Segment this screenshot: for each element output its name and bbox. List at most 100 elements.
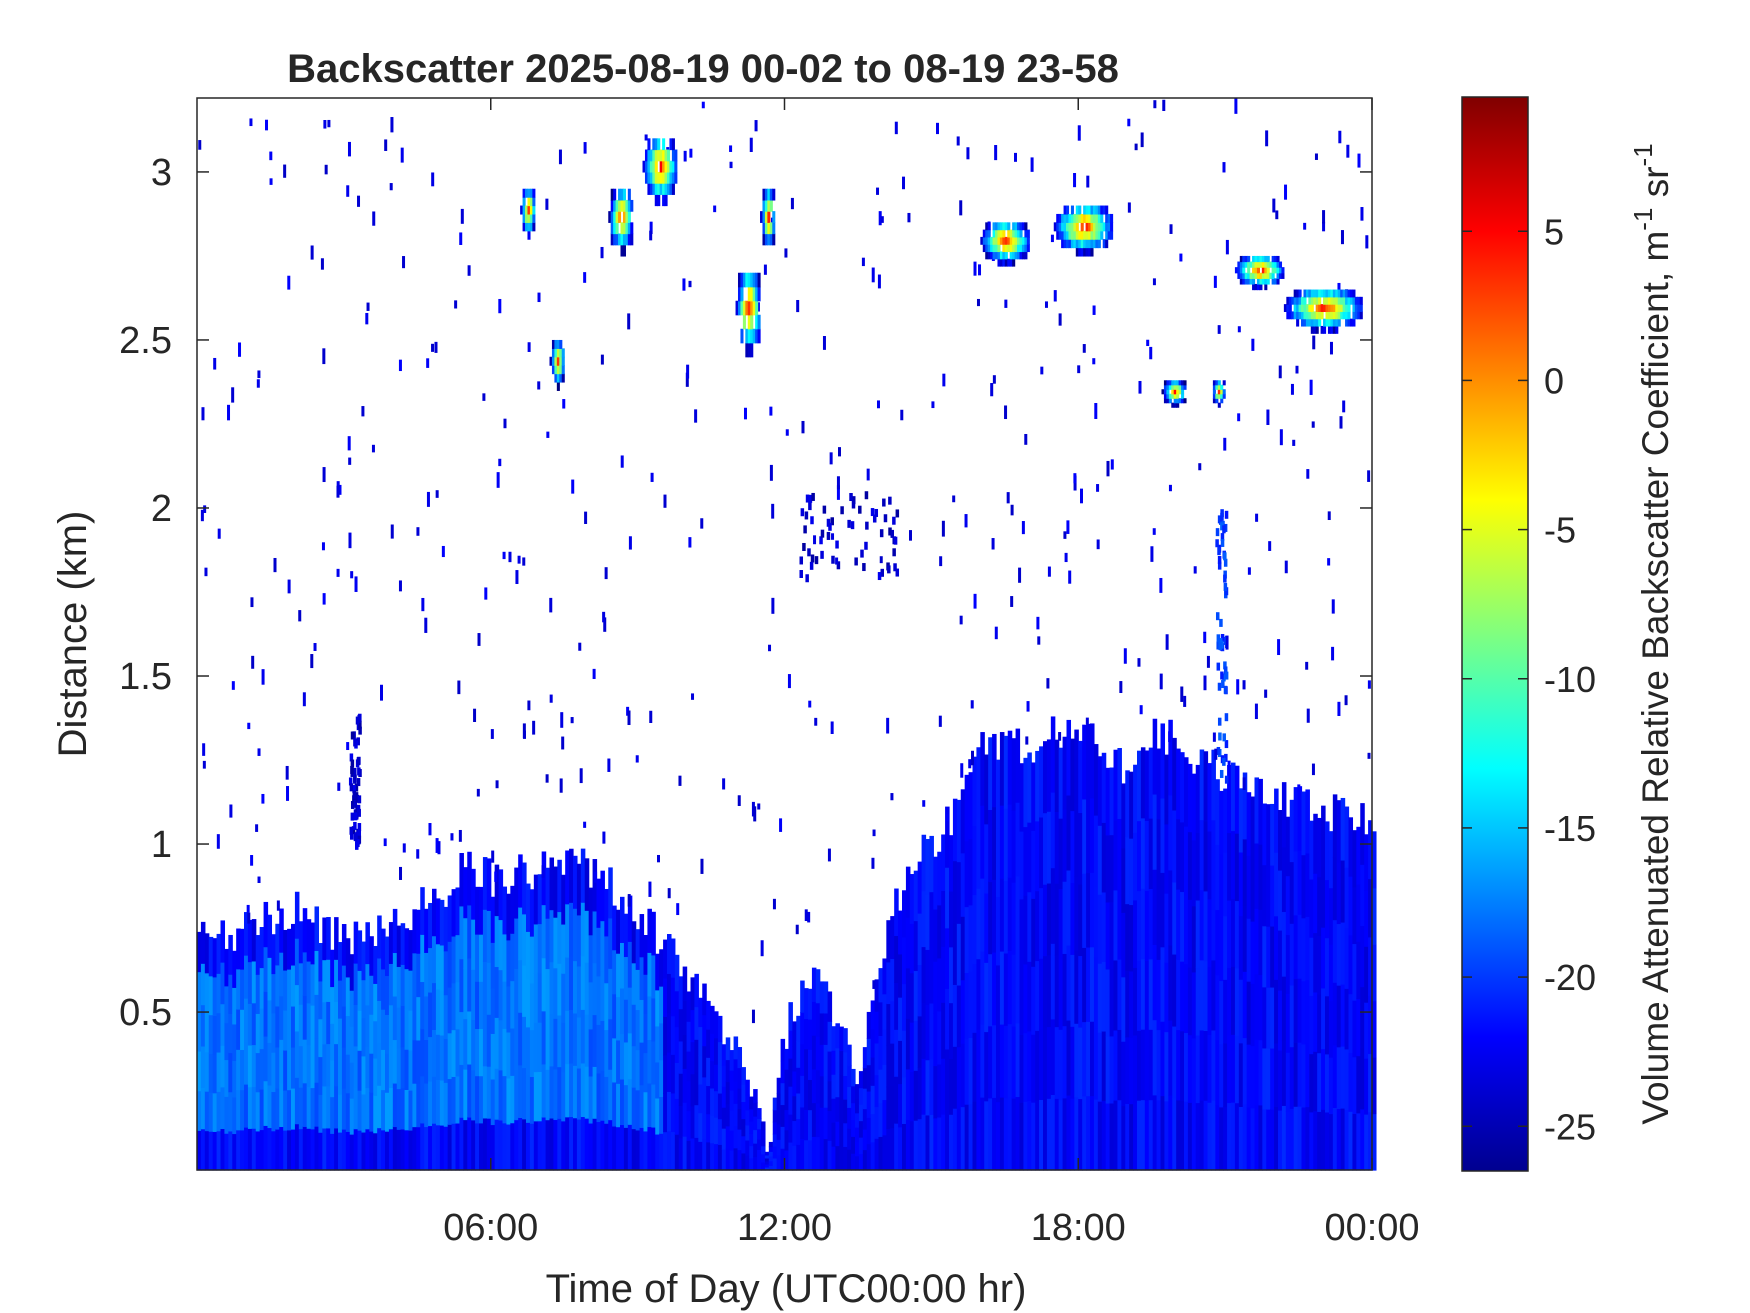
noise-cell	[804, 909, 808, 922]
boundary-layer-cell	[1144, 820, 1150, 891]
boundary-layer-cell	[663, 977, 668, 1017]
boundary-layer-cell	[1266, 1048, 1271, 1110]
boundary-layer-cell	[670, 1054, 676, 1094]
noise-cell	[229, 804, 233, 818]
boundary-layer-cell	[667, 1052, 672, 1092]
sparse-cell	[860, 549, 864, 558]
cloud-cell	[980, 236, 984, 245]
cloud-cell	[532, 213, 536, 223]
cloud-cell	[1271, 261, 1275, 268]
boundary-layer-cell	[1050, 867, 1056, 944]
boundary-layer-cell	[322, 959, 327, 1003]
boundary-layer-cell	[537, 972, 543, 1023]
boundary-layer-cell	[526, 931, 531, 980]
boundary-layer-cell	[251, 1086, 257, 1129]
noise-cell	[628, 536, 632, 550]
y-axis: 0.511.522.53	[119, 152, 1372, 1034]
boundary-layer-cell	[623, 1127, 629, 1171]
cloud-cell	[1291, 311, 1295, 320]
boundary-layer-cell	[714, 1064, 719, 1092]
cloud-cell	[1068, 230, 1072, 240]
noise-cell	[964, 514, 968, 528]
boundary-layer-cell	[1301, 791, 1307, 856]
cloud-cell	[1271, 278, 1275, 285]
boundary-layer-cell	[1050, 1018, 1056, 1096]
boundary-layer-cell	[584, 910, 590, 963]
cloud-cell	[1215, 380, 1219, 386]
cloud-cell	[1166, 389, 1170, 395]
boundary-layer-cell	[667, 1012, 672, 1053]
boundary-layer-cell	[204, 933, 210, 974]
boundary-layer-cell	[1097, 825, 1103, 895]
boundary-layer-cell	[1168, 944, 1173, 1021]
boundary-layer-cell	[949, 835, 954, 892]
boundary-layer-cell	[247, 1128, 253, 1171]
cloud-cell	[1320, 311, 1324, 320]
boundary-layer-cell	[1172, 737, 1177, 811]
noise-cell	[1030, 157, 1034, 172]
sparse-cell	[353, 833, 358, 842]
boundary-layer-cell	[870, 1113, 876, 1143]
cloud-cell	[1017, 222, 1021, 231]
boundary-layer-cell	[663, 939, 668, 979]
noise-cell	[1040, 366, 1044, 375]
sparse-cell	[803, 525, 807, 534]
noise-cell	[1265, 130, 1269, 147]
sparse-cell	[840, 506, 844, 515]
boundary-layer-cell	[533, 923, 539, 974]
boundary-layer-cell	[866, 1038, 872, 1066]
noise-cell	[700, 858, 704, 874]
boundary-layer-cell	[212, 1054, 218, 1094]
cloud-cell	[999, 258, 1003, 267]
boundary-layer-cell	[1035, 960, 1040, 1031]
boundary-layer-cell	[1242, 905, 1248, 972]
boundary-layer-cell	[1117, 888, 1122, 960]
noise-cell	[1236, 679, 1240, 695]
boundary-layer-cell	[647, 1126, 652, 1171]
colorbar-tick-label: -5	[1544, 510, 1576, 551]
boundary-layer-cell	[909, 874, 915, 924]
boundary-layer-cell	[392, 908, 398, 954]
noise-cell	[835, 557, 839, 565]
boundary-layer-cell	[635, 1129, 641, 1171]
boundary-layer-cell	[541, 904, 547, 959]
boundary-layer-cell	[729, 1150, 735, 1171]
cloud-cell	[1073, 239, 1077, 249]
boundary-layer-cell	[1062, 881, 1068, 954]
cloud-cell	[764, 233, 768, 246]
boundary-layer-cell	[717, 1041, 723, 1068]
noise-cell	[876, 187, 880, 195]
boundary-layer-cell	[949, 1002, 954, 1059]
noise-cell	[1365, 235, 1369, 249]
boundary-layer-cell	[772, 1133, 778, 1147]
boundary-layer-cell	[1164, 1031, 1169, 1102]
boundary-layer-cell	[455, 1122, 461, 1171]
noise-cell	[537, 292, 541, 303]
noise-cell	[822, 336, 826, 350]
boundary-layer-cell	[1266, 987, 1271, 1049]
cloud-cell	[1061, 222, 1065, 232]
cloud-cell	[1325, 289, 1329, 298]
boundary-layer-cell	[776, 1093, 782, 1110]
boundary-layer-cell	[839, 1050, 844, 1075]
noise-cell	[261, 669, 265, 685]
cloud-cell	[1264, 255, 1268, 263]
boundary-layer-cell	[902, 1076, 907, 1124]
cloud-cell	[1171, 380, 1175, 386]
boundary-layer-cell	[996, 896, 1001, 966]
noise-cell	[522, 557, 526, 566]
boundary-layer-cell	[588, 1075, 594, 1124]
boundary-layer-cell	[1168, 869, 1173, 946]
boundary-layer-cell	[725, 1059, 731, 1083]
boundary-layer-cell	[1297, 1106, 1303, 1171]
boundary-layer-cell	[396, 1088, 402, 1130]
sparse-cell	[892, 516, 896, 525]
noise-cell	[255, 824, 259, 832]
boundary-layer-cell	[545, 968, 551, 1020]
boundary-layer-cell	[847, 1044, 852, 1067]
boundary-layer-cell	[725, 1147, 731, 1171]
cloud-cell	[1259, 272, 1263, 279]
boundary-layer-cell	[545, 1018, 551, 1070]
boundary-layer-cell	[627, 1124, 633, 1171]
cloud-cell	[649, 171, 653, 184]
